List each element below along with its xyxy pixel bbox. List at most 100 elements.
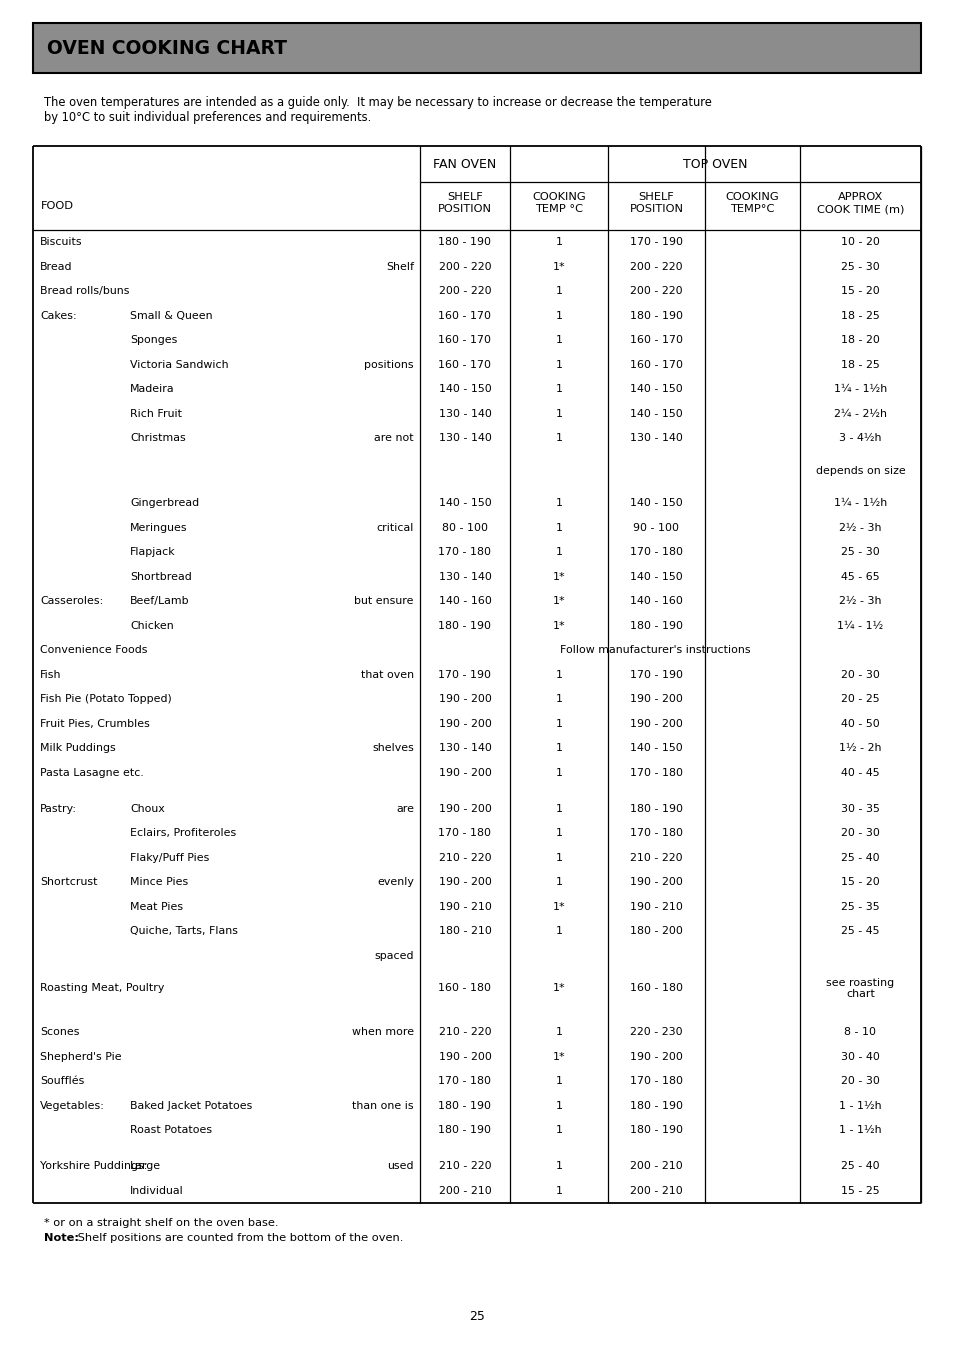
Text: 190 - 200: 190 - 200 xyxy=(629,1051,682,1062)
Text: 1 - 1½h: 1 - 1½h xyxy=(839,1125,881,1135)
Text: 1: 1 xyxy=(555,670,562,680)
Text: shelves: shelves xyxy=(372,743,414,754)
Text: 25 - 30: 25 - 30 xyxy=(841,262,879,272)
Text: 1½ - 2h: 1½ - 2h xyxy=(839,743,881,754)
Text: 140 - 160: 140 - 160 xyxy=(438,596,491,607)
Text: but ensure: but ensure xyxy=(355,596,414,607)
Text: Chicken: Chicken xyxy=(130,620,173,631)
Text: TOP OVEN: TOP OVEN xyxy=(682,158,747,170)
Text: 140 - 150: 140 - 150 xyxy=(630,499,682,508)
Text: 1: 1 xyxy=(555,927,562,936)
Text: used: used xyxy=(387,1162,414,1171)
Text: 160 - 170: 160 - 170 xyxy=(629,335,682,346)
Text: positions: positions xyxy=(364,359,414,370)
Text: are: are xyxy=(395,804,414,813)
Text: 25 - 40: 25 - 40 xyxy=(841,852,879,863)
Text: 1: 1 xyxy=(555,434,562,443)
Text: 130 - 140: 130 - 140 xyxy=(438,434,491,443)
Text: Christmas: Christmas xyxy=(130,434,186,443)
Text: 170 - 180: 170 - 180 xyxy=(629,767,682,778)
Text: 1: 1 xyxy=(555,852,562,863)
Text: 18 - 25: 18 - 25 xyxy=(841,359,879,370)
Text: Meringues: Meringues xyxy=(130,523,188,532)
Text: 1: 1 xyxy=(555,409,562,419)
Text: 190 - 200: 190 - 200 xyxy=(438,1051,491,1062)
Text: 1*: 1* xyxy=(552,984,565,993)
Text: Milk Puddings: Milk Puddings xyxy=(40,743,115,754)
Text: 160 - 180: 160 - 180 xyxy=(629,984,682,993)
Text: Flapjack: Flapjack xyxy=(130,547,175,557)
Text: Fish Pie (Potato Topped): Fish Pie (Potato Topped) xyxy=(40,694,172,704)
Text: 190 - 200: 190 - 200 xyxy=(629,694,682,704)
Text: 130 - 140: 130 - 140 xyxy=(629,434,682,443)
Text: Madeira: Madeira xyxy=(130,384,174,394)
Text: Bread: Bread xyxy=(40,262,72,272)
Text: 15 - 25: 15 - 25 xyxy=(841,1186,879,1196)
Text: 15 - 20: 15 - 20 xyxy=(841,286,879,296)
Text: Large: Large xyxy=(130,1162,161,1171)
Text: 210 - 220: 210 - 220 xyxy=(438,1162,491,1171)
Text: 190 - 200: 190 - 200 xyxy=(438,804,491,813)
Text: 1: 1 xyxy=(555,523,562,532)
Text: 25 - 30: 25 - 30 xyxy=(841,547,879,557)
Text: 25 - 35: 25 - 35 xyxy=(841,901,879,912)
Text: 130 - 140: 130 - 140 xyxy=(438,743,491,754)
Text: Shelf: Shelf xyxy=(386,262,414,272)
Text: spaced: spaced xyxy=(375,951,414,961)
Text: COOKING: COOKING xyxy=(725,192,779,203)
Text: 1: 1 xyxy=(555,804,562,813)
Text: 1: 1 xyxy=(555,286,562,296)
Text: POSITION: POSITION xyxy=(629,204,682,213)
Text: 140 - 150: 140 - 150 xyxy=(630,743,682,754)
Text: 180 - 190: 180 - 190 xyxy=(629,1125,682,1135)
Text: 1: 1 xyxy=(555,1027,562,1038)
Text: 190 - 200: 190 - 200 xyxy=(629,877,682,888)
Text: Note:: Note: xyxy=(44,1233,79,1243)
Text: Meat Pies: Meat Pies xyxy=(130,901,183,912)
Text: 170 - 180: 170 - 180 xyxy=(629,547,682,557)
Text: 1: 1 xyxy=(555,1186,562,1196)
Text: 18 - 25: 18 - 25 xyxy=(841,311,879,320)
Text: 190 - 200: 190 - 200 xyxy=(629,719,682,728)
Text: 25 - 45: 25 - 45 xyxy=(841,927,879,936)
Text: OVEN COOKING CHART: OVEN COOKING CHART xyxy=(47,38,287,58)
Text: 20 - 30: 20 - 30 xyxy=(841,670,879,680)
Text: 170 - 180: 170 - 180 xyxy=(438,1077,491,1086)
Text: The oven temperatures are intended as a guide only.  It may be necessary to incr: The oven temperatures are intended as a … xyxy=(44,96,711,109)
Text: Roast Potatoes: Roast Potatoes xyxy=(130,1125,212,1135)
Text: 1¼ - 1½h: 1¼ - 1½h xyxy=(833,384,886,394)
Text: 1*: 1* xyxy=(552,1051,565,1062)
Text: depends on size: depends on size xyxy=(815,466,904,476)
Text: when more: when more xyxy=(352,1027,414,1038)
Text: 200 - 220: 200 - 220 xyxy=(630,262,682,272)
Text: 1: 1 xyxy=(555,499,562,508)
Text: Gingerbread: Gingerbread xyxy=(130,499,199,508)
Text: critical: critical xyxy=(376,523,414,532)
Text: Vegetables:: Vegetables: xyxy=(40,1101,105,1111)
Text: 20 - 30: 20 - 30 xyxy=(841,828,879,838)
Text: 40 - 50: 40 - 50 xyxy=(841,719,879,728)
Text: Sponges: Sponges xyxy=(130,335,177,346)
Text: 15 - 20: 15 - 20 xyxy=(841,877,879,888)
Text: 140 - 150: 140 - 150 xyxy=(438,499,491,508)
Text: Shortbread: Shortbread xyxy=(130,571,192,582)
Text: Shelf positions are counted from the bottom of the oven.: Shelf positions are counted from the bot… xyxy=(74,1233,403,1243)
Text: 140 - 150: 140 - 150 xyxy=(630,409,682,419)
Text: 200 - 220: 200 - 220 xyxy=(438,286,491,296)
Text: Shortcrust: Shortcrust xyxy=(40,877,97,888)
Text: Fish: Fish xyxy=(40,670,61,680)
Text: 1*: 1* xyxy=(552,571,565,582)
Text: 1: 1 xyxy=(555,359,562,370)
Text: 18 - 20: 18 - 20 xyxy=(841,335,879,346)
Text: Pasta Lasagne etc.: Pasta Lasagne etc. xyxy=(40,767,144,778)
Text: 190 - 210: 190 - 210 xyxy=(438,901,491,912)
Text: 1: 1 xyxy=(555,694,562,704)
Text: 200 - 210: 200 - 210 xyxy=(630,1186,682,1196)
Text: Choux: Choux xyxy=(130,804,165,813)
Text: 1: 1 xyxy=(555,743,562,754)
Text: Eclairs, Profiteroles: Eclairs, Profiteroles xyxy=(130,828,236,838)
Text: 45 - 65: 45 - 65 xyxy=(841,571,879,582)
Text: 25 - 40: 25 - 40 xyxy=(841,1162,879,1171)
Text: 1*: 1* xyxy=(552,620,565,631)
Text: by 10°C to suit individual preferences and requirements.: by 10°C to suit individual preferences a… xyxy=(44,111,371,124)
